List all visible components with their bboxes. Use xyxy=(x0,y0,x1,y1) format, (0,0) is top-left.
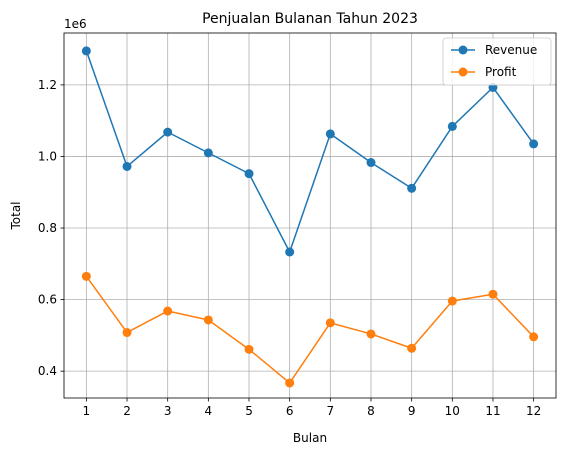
revenue-data-point xyxy=(81,46,91,56)
x-tick-label: 11 xyxy=(485,404,500,418)
x-tick-label: 6 xyxy=(286,404,294,418)
x-tick-label: 3 xyxy=(164,404,172,418)
legend-label-profit: Profit xyxy=(485,65,517,79)
revenue-data-point xyxy=(285,247,295,257)
revenue-series-line xyxy=(85,50,535,253)
revenue-data-point xyxy=(122,161,132,171)
legend-marker-profit xyxy=(458,67,468,77)
x-tick-label: 12 xyxy=(526,404,541,418)
revenue-data-point xyxy=(407,183,417,193)
x-axis-label: Bulan xyxy=(293,431,327,445)
series-lines xyxy=(81,46,539,388)
legend-label-revenue: Revenue xyxy=(485,43,537,57)
profit-data-point xyxy=(244,344,254,354)
y-tick-label: 0.8 xyxy=(38,221,57,235)
profit-data-point xyxy=(488,289,498,299)
profit-data-point xyxy=(285,378,295,388)
plot-frame xyxy=(63,32,557,399)
axis-ticks: 1 2 3 4 5 6 7 8 9 10 11 120.40.60.81.01.2 xyxy=(38,78,541,418)
revenue-data-point xyxy=(529,139,539,149)
profit-data-point xyxy=(447,296,457,306)
x-tick-label: 10 xyxy=(445,404,460,418)
revenue-data-point xyxy=(244,169,254,179)
profit-data-point xyxy=(81,271,91,281)
x-tick-label: 1 xyxy=(83,404,91,418)
x-tick-label: 7 xyxy=(327,404,335,418)
y-axis-offset-label: 1e6 xyxy=(64,17,87,31)
x-tick-label: 5 xyxy=(245,404,253,418)
y-tick-label: 0.6 xyxy=(38,293,57,307)
profit-data-point xyxy=(122,328,132,338)
y-tick-label: 1.2 xyxy=(38,78,57,92)
legend: Revenue Profit xyxy=(442,37,552,86)
x-tick-label: 2 xyxy=(123,404,131,418)
y-tick-label: 1.0 xyxy=(38,149,57,163)
chart-title: Penjualan Bulanan Tahun 2023 xyxy=(202,11,418,27)
profit-data-point xyxy=(163,306,173,316)
y-axis-label: Total xyxy=(9,201,23,230)
legend-marker-revenue xyxy=(458,45,468,55)
profit-data-point xyxy=(325,318,335,328)
revenue-data-point xyxy=(366,158,376,168)
revenue-data-point xyxy=(325,129,335,139)
y-tick-label: 0.4 xyxy=(38,364,57,378)
profit-data-point xyxy=(366,329,376,339)
profit-series-line xyxy=(85,275,535,384)
revenue-data-point xyxy=(203,148,213,158)
revenue-data-point xyxy=(163,127,173,137)
x-tick-label: 9 xyxy=(408,404,416,418)
revenue-data-point xyxy=(447,121,457,131)
profit-data-point xyxy=(407,343,417,353)
x-tick-label: 8 xyxy=(367,404,375,418)
profit-data-point xyxy=(203,315,213,325)
x-tick-label: 4 xyxy=(205,404,213,418)
profit-data-point xyxy=(529,332,539,342)
grid-lines xyxy=(64,33,556,398)
